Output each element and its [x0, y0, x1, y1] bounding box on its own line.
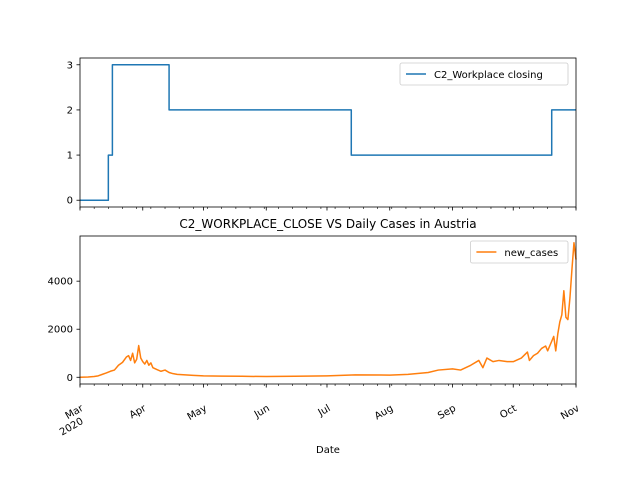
legend-label: new_cases [504, 248, 558, 259]
y-tick-label: 2000 [48, 325, 73, 336]
x-tick-label: Nov [559, 403, 581, 422]
x-tick-label: Oct [498, 403, 519, 421]
x-axis-label: Date [316, 445, 340, 456]
top-axes-workplace-closing: 0 1 2 3 C2_Workplace closing [67, 57, 577, 211]
legend-box [399, 62, 569, 86]
legend-box [469, 240, 569, 264]
x-tick-label: Jun [252, 403, 272, 421]
x-tick-label: Apr [128, 403, 149, 422]
y-tick-label: 1 [67, 151, 73, 162]
axes-frame [79, 235, 577, 385]
legend: C2_Workplace closing [399, 62, 569, 86]
x-tick-label: Jul [316, 403, 333, 419]
axes-frame [79, 57, 577, 208]
y-tick-label: 0 [67, 373, 73, 384]
series-line-new-cases [79, 241, 577, 378]
y-tick-label: 3 [67, 60, 73, 71]
x-tick-label: Aug [373, 403, 395, 422]
y-tick-label: 0 [67, 196, 73, 207]
x-tick-label: May [186, 403, 209, 423]
x-tick-label: Sep [436, 403, 458, 422]
chart-title: C2_WORKPLACE_CLOSE VS Daily Cases in Aus… [179, 217, 476, 231]
legend: new_cases [469, 240, 569, 264]
legend-label: C2_Workplace closing [434, 70, 543, 81]
y-tick-label: 2 [67, 105, 73, 116]
series-line-c2-workplace-closing [80, 64, 576, 201]
y-tick-label: 4000 [48, 277, 73, 288]
